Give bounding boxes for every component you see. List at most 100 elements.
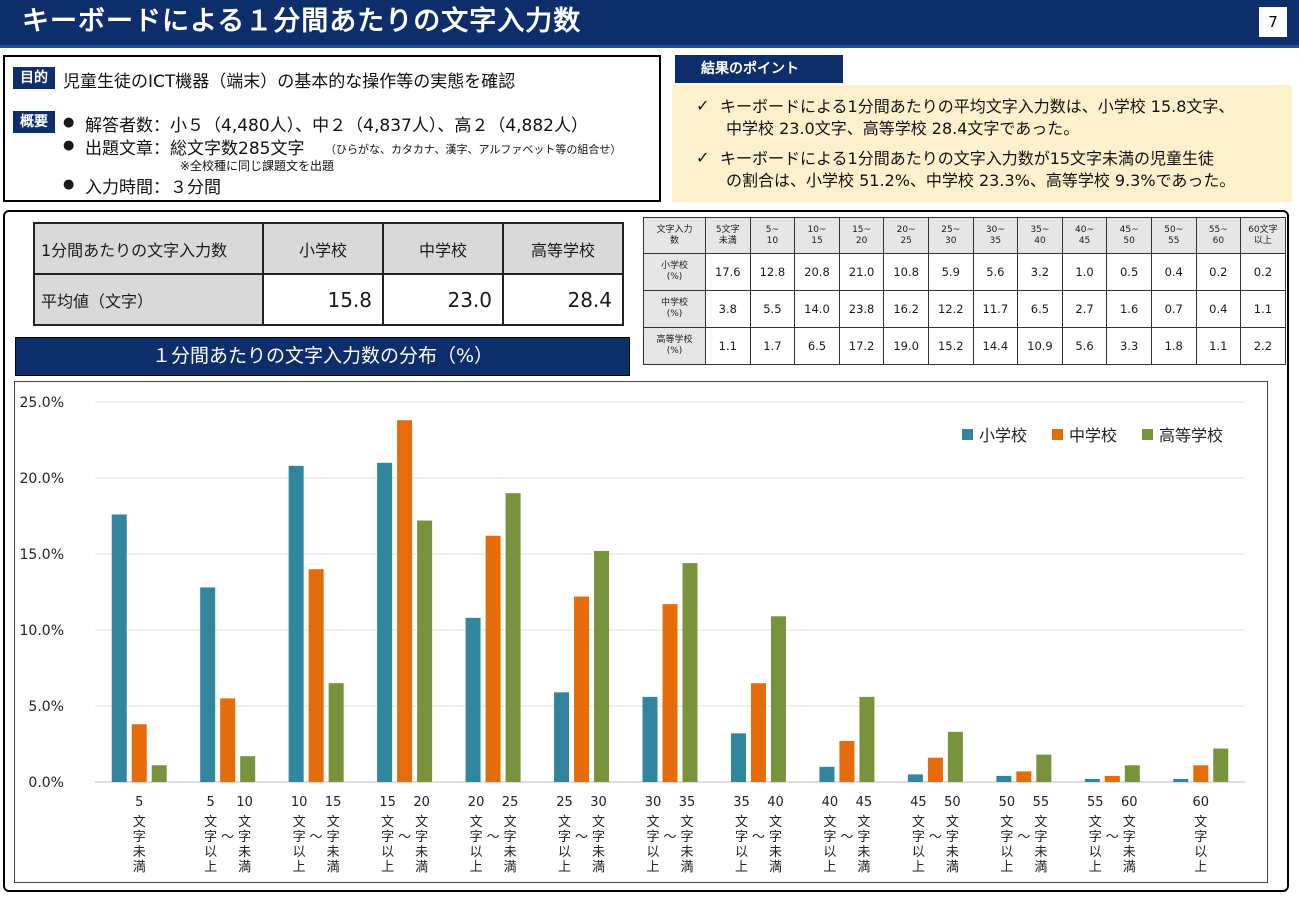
x-tick-label: 5: [135, 795, 143, 810]
bar-2: [240, 756, 256, 782]
x-tick-label: 10: [236, 795, 253, 810]
x-tick-label: 上: [735, 860, 748, 875]
x-tick-label: 字: [415, 830, 428, 845]
x-tick-label: ～: [575, 830, 588, 845]
x-tick-label: 満: [238, 860, 251, 875]
avg-col-high: 高等学校: [502, 222, 624, 275]
dist-header-cell: 5~ 10: [749, 217, 796, 254]
dist-value-cell: 6.5: [794, 327, 840, 365]
x-tick-label: 文: [857, 815, 870, 830]
dist-value-cell: 6.5: [1017, 290, 1063, 328]
bar-1: [1193, 765, 1209, 782]
x-tick-label: 以: [646, 845, 659, 860]
dist-value-cell: 1.8: [1150, 327, 1197, 365]
x-tick-label: 字: [238, 830, 251, 845]
bar-1: [1104, 775, 1120, 782]
dist-header-cell: 10~ 15: [794, 217, 840, 254]
x-tick-label: 満: [327, 860, 340, 875]
dist-value-cell: 1.1: [705, 327, 751, 365]
x-tick-label: 未: [504, 845, 517, 860]
x-tick-label: 15: [325, 795, 342, 810]
bar-2: [1124, 765, 1140, 782]
x-tick-label: 字: [1123, 830, 1136, 845]
x-tick-label: 文: [680, 815, 693, 830]
bar-0: [111, 514, 127, 782]
dist-value-cell: 1.7: [749, 327, 796, 365]
avg-col-junior: 中学校: [382, 222, 504, 275]
legend-swatch: [1052, 429, 1063, 440]
x-tick-label: ～: [310, 830, 323, 845]
x-tick-label: 文: [1123, 815, 1136, 830]
x-tick-label: 上: [470, 860, 483, 875]
x-tick-label: 以: [293, 845, 306, 860]
x-tick-label: 満: [1034, 860, 1047, 875]
bullet-icon: ●: [63, 177, 75, 192]
legend-label: 中学校: [1069, 426, 1117, 445]
bar-2: [1036, 754, 1052, 782]
overview-respondents: 解答者数：小５（4,480人）、中２（4,837人）、高２（4,882人）: [85, 116, 589, 136]
bar-2: [151, 765, 167, 782]
x-tick-label: 35: [679, 795, 696, 810]
dist-value-cell: 5.6: [972, 253, 1019, 291]
x-tick-label: 字: [1194, 830, 1207, 845]
legend-swatch: [962, 429, 973, 440]
x-tick-label: 文: [470, 815, 483, 830]
bar-2: [328, 683, 344, 782]
purpose-box: 目的 児童生徒のICT機器（端末）の基本的な操作等の実態を確認 概要 ● 解答者…: [3, 55, 661, 202]
dist-value-cell: 0.5: [1106, 253, 1152, 291]
y-tick-label: 20.0%: [20, 471, 64, 487]
bar-2: [770, 616, 786, 782]
x-tick-label: 以: [823, 845, 836, 860]
bullet-icon: ●: [63, 138, 75, 153]
bar-2: [417, 520, 433, 782]
bar-0: [1173, 778, 1189, 782]
x-tick-label: 20: [413, 795, 430, 810]
y-tick-label: 0.0%: [28, 775, 64, 791]
chart-frame: [14, 381, 1268, 883]
dist-header-cell: 25~ 30: [927, 217, 974, 254]
x-tick-label: ～: [1106, 830, 1119, 845]
x-tick-label: 字: [646, 830, 659, 845]
x-tick-label: 文: [293, 815, 306, 830]
dist-value-cell: 0.4: [1150, 253, 1197, 291]
bar-0: [907, 774, 923, 782]
x-tick-label: 満: [133, 860, 146, 875]
dist-value-cell: 10.8: [883, 253, 929, 291]
chart-title: １分間あたりの文字入力数の分布（%）: [15, 337, 630, 376]
purpose-text: 児童生徒のICT機器（端末）の基本的な操作等の実態を確認: [63, 72, 516, 92]
header-bar: キーボードによる１分間あたりの文字入力数 7: [0, 0, 1299, 45]
x-tick-label: 上: [1089, 860, 1102, 875]
x-tick-label: 未: [238, 845, 251, 860]
x-tick-label: 字: [470, 830, 483, 845]
x-tick-label: 満: [415, 860, 428, 875]
x-tick-label: 字: [504, 830, 517, 845]
x-tick-label: 未: [857, 845, 870, 860]
x-tick-label: 15: [379, 795, 396, 810]
x-tick-label: 文: [735, 815, 748, 830]
x-tick-label: 上: [381, 860, 394, 875]
bar-0: [465, 617, 481, 782]
dist-header-cell: 55~ 60: [1195, 217, 1242, 254]
points-title: 結果のポイント: [675, 55, 843, 83]
x-tick-label: 文: [204, 815, 217, 830]
x-tick-label: 以: [470, 845, 483, 860]
avg-col-elementary: 小学校: [262, 222, 384, 275]
dist-value-cell: 3.8: [705, 290, 751, 328]
x-tick-label: 上: [204, 860, 217, 875]
x-tick-label: 未: [946, 845, 959, 860]
x-tick-label: 60: [1121, 795, 1138, 810]
dist-value-cell: 5.6: [1061, 327, 1108, 365]
x-tick-label: 満: [680, 860, 693, 875]
x-tick-label: ～: [929, 830, 942, 845]
header-underline: [0, 45, 1299, 48]
bar-2: [682, 563, 698, 782]
x-tick-label: 字: [381, 830, 394, 845]
bar-1: [220, 698, 236, 782]
y-tick-label: 5.0%: [28, 699, 64, 715]
dist-value-cell: 0.4: [1195, 290, 1242, 328]
x-tick-label: 文: [504, 815, 517, 830]
x-tick-label: 30: [590, 795, 607, 810]
x-tick-label: ～: [1017, 830, 1030, 845]
legend-label: 高等学校: [1159, 426, 1223, 445]
x-tick-label: 文: [769, 815, 782, 830]
